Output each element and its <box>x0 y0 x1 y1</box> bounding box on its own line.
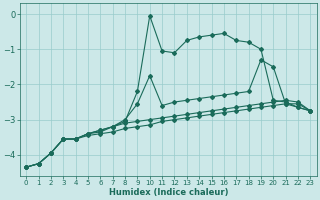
X-axis label: Humidex (Indice chaleur): Humidex (Indice chaleur) <box>108 188 228 197</box>
